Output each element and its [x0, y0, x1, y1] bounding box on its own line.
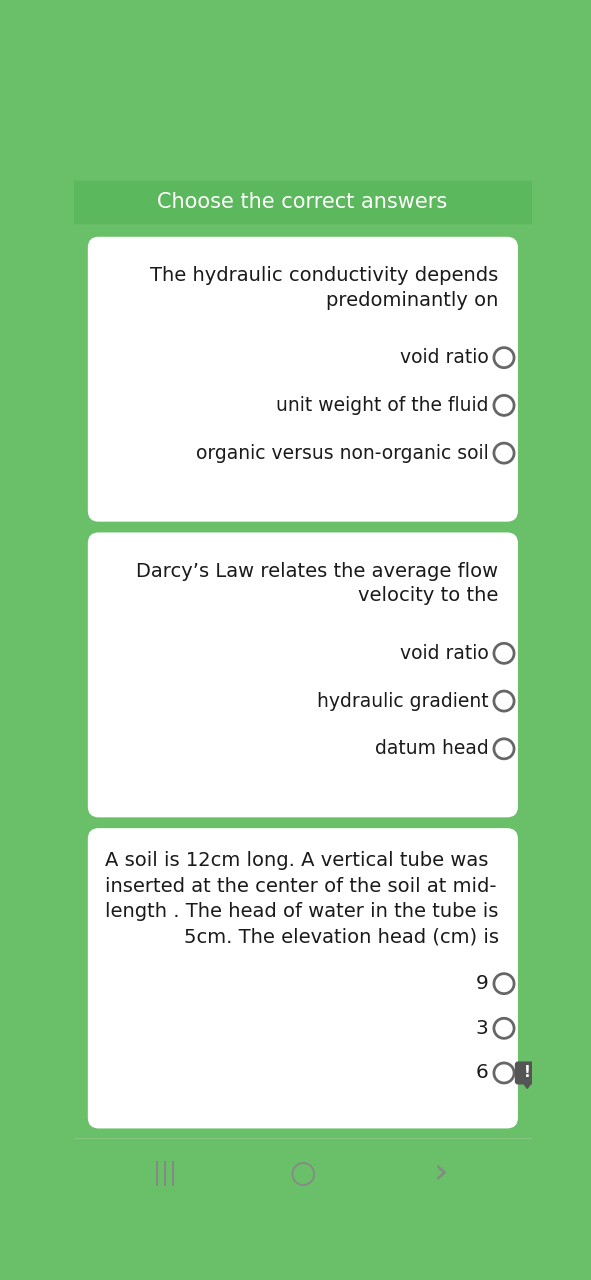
- FancyBboxPatch shape: [88, 828, 518, 1129]
- Text: 5cm. The elevation head (cm) is: 5cm. The elevation head (cm) is: [184, 928, 499, 946]
- Text: A soil is 12cm long. A vertical tube was: A soil is 12cm long. A vertical tube was: [105, 851, 488, 870]
- Text: 3: 3: [476, 1019, 489, 1038]
- Text: !: !: [524, 1065, 531, 1080]
- Text: 9: 9: [476, 974, 489, 993]
- Text: |||: |||: [153, 1161, 177, 1187]
- FancyBboxPatch shape: [515, 1061, 540, 1084]
- Text: velocity to the: velocity to the: [358, 586, 499, 605]
- Text: void ratio: void ratio: [400, 644, 489, 663]
- Polygon shape: [524, 1083, 531, 1088]
- Bar: [74, 182, 532, 223]
- Text: datum head: datum head: [375, 740, 489, 758]
- Text: Choose the correct answers: Choose the correct answers: [157, 192, 447, 212]
- Text: ○: ○: [289, 1160, 316, 1188]
- Text: predominantly on: predominantly on: [326, 291, 499, 310]
- Text: ›: ›: [433, 1157, 447, 1190]
- Bar: [74, 154, 532, 182]
- Text: unit weight of the fluid: unit weight of the fluid: [276, 396, 489, 415]
- Text: inserted at the center of the soil at mid-: inserted at the center of the soil at mi…: [105, 877, 496, 896]
- Text: length . The head of water in the tube is: length . The head of water in the tube i…: [105, 902, 498, 922]
- Text: hydraulic gradient: hydraulic gradient: [317, 691, 489, 710]
- Text: organic versus non-organic soil: organic versus non-organic soil: [196, 444, 489, 462]
- FancyBboxPatch shape: [88, 237, 518, 522]
- Text: The hydraulic conductivity depends: The hydraulic conductivity depends: [150, 266, 499, 285]
- FancyBboxPatch shape: [88, 532, 518, 818]
- Text: 6: 6: [476, 1064, 489, 1083]
- Text: void ratio: void ratio: [400, 348, 489, 367]
- Text: Darcy’s Law relates the average flow: Darcy’s Law relates the average flow: [137, 562, 499, 581]
